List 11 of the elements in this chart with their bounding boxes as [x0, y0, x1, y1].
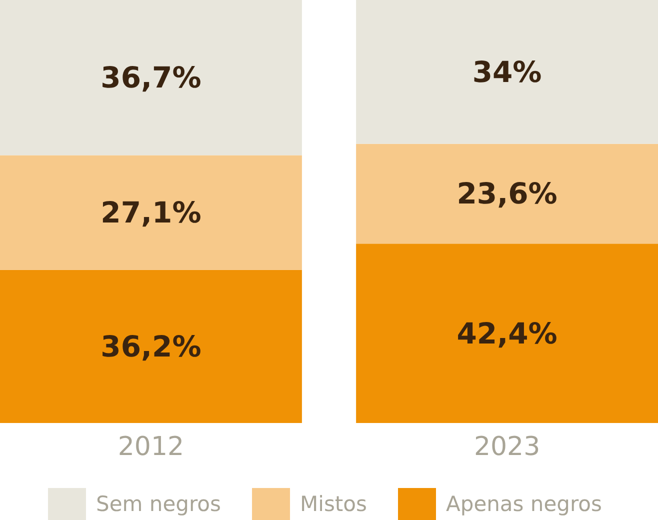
data-label: 23,6% — [456, 176, 558, 211]
legend-label: Apenas negros — [446, 492, 602, 516]
data-label: 36,7% — [100, 60, 202, 95]
data-label: 27,1% — [100, 196, 202, 230]
x-tick-label: 2012 — [118, 432, 184, 462]
legend-label: Sem negros — [96, 492, 221, 516]
x-tick-label: 2023 — [474, 432, 540, 462]
data-label: 42,4% — [456, 316, 558, 350]
data-label: 36,2% — [100, 329, 202, 364]
legend-label: Mistos — [300, 492, 367, 516]
data-label: 34% — [472, 54, 542, 89]
